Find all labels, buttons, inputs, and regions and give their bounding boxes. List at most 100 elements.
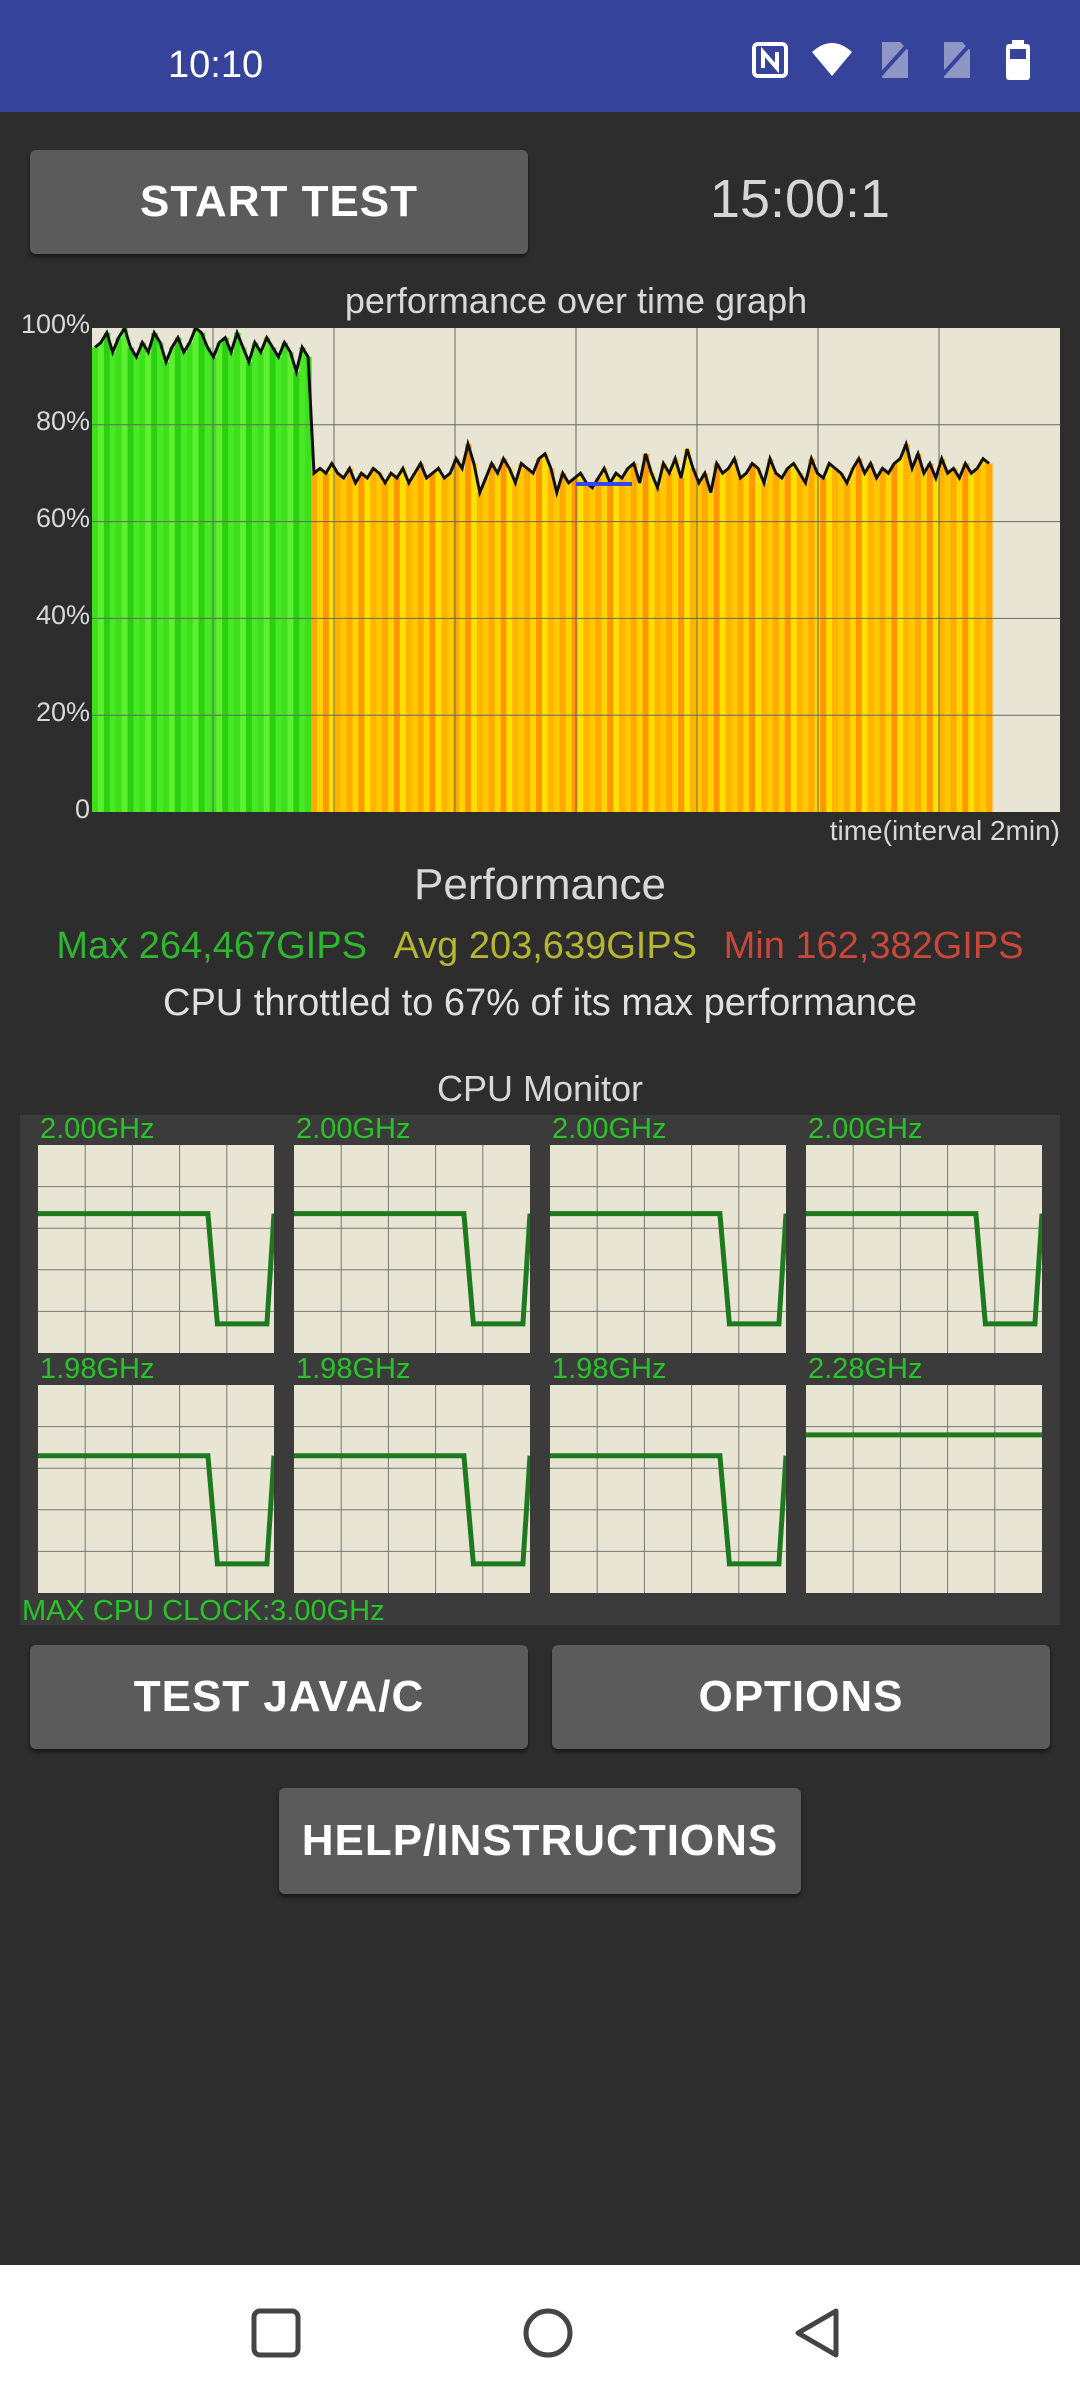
options-button[interactable]: OPTIONS (552, 1645, 1050, 1749)
performance-bar (417, 463, 425, 812)
back-icon[interactable] (790, 2305, 846, 2361)
home-icon[interactable] (520, 2305, 576, 2361)
help-instructions-button[interactable]: HELP/INSTRUCTIONS (279, 1788, 801, 1894)
performance-bar (311, 473, 318, 812)
cpu-monitor-title: CPU Monitor (436, 1068, 644, 1109)
performance-bar (761, 482, 768, 812)
recents-icon[interactable] (250, 2307, 302, 2359)
performance-bar (518, 463, 525, 812)
performance-bar (867, 463, 875, 812)
performance-bar (613, 473, 620, 812)
performance-bar (411, 473, 419, 812)
performance-bar (269, 347, 277, 812)
performance-bar (281, 342, 288, 812)
performance-bar (240, 347, 247, 812)
performance-bar (565, 482, 573, 812)
performance-bar (678, 478, 685, 812)
performance-bar (849, 468, 857, 812)
no-sim-icon (934, 38, 978, 82)
performance-chart (92, 328, 1060, 812)
performance-bar (654, 487, 662, 812)
performance-bar (293, 371, 300, 812)
performance-bar (719, 473, 727, 812)
performance-bar (690, 468, 697, 812)
status-bar: 10:10 (0, 0, 1080, 112)
performance-bar (636, 482, 644, 812)
performance-bar (820, 478, 827, 812)
performance-bar (151, 332, 158, 812)
performance-bar (838, 473, 845, 812)
performance-bar (376, 473, 383, 812)
performance-bar (530, 473, 537, 812)
performance-bar (642, 453, 650, 812)
performance-bar (334, 473, 342, 812)
performance-bar (808, 458, 815, 812)
max-cpu-clock: MAX CPU CLOCK:3.00GHz (22, 1595, 385, 1627)
performance-bar (216, 342, 223, 812)
performance-bar (743, 473, 750, 812)
performance-bar (251, 342, 259, 812)
performance-bar (542, 453, 549, 812)
performance-bar (938, 458, 946, 812)
performance-bar (903, 444, 910, 812)
performance-bar (885, 473, 892, 812)
performance-bar (476, 492, 484, 812)
test-timer: 15:00:1 (709, 169, 891, 229)
performance-stats: Max 264,467GIPS Avg 203,639GIPS Min 162,… (0, 925, 1080, 968)
nfc-icon (748, 38, 792, 82)
performance-bar (245, 361, 253, 812)
performance-bar (97, 342, 105, 812)
performance-bar (536, 458, 543, 812)
performance-bar (630, 463, 638, 812)
performance-bar (601, 468, 608, 812)
cpu-core-graph (38, 1385, 274, 1593)
performance-bar (115, 337, 123, 812)
cpu-core-frequency: 2.00GHz (552, 1113, 667, 1145)
performance-bar (968, 473, 975, 812)
performance-bar (778, 478, 786, 812)
throttle-message: CPU throttled to 67% of its max performa… (163, 982, 917, 1024)
performance-bar (174, 337, 182, 812)
performance-bar (624, 468, 632, 812)
performance-bar (92, 347, 99, 812)
performance-bar (299, 347, 306, 812)
performance-bar (459, 468, 466, 812)
performance-bar (482, 478, 490, 812)
cpu-core-frequency: 2.00GHz (40, 1113, 155, 1145)
performance-bar (168, 347, 176, 812)
cpu-core-graph (550, 1145, 786, 1353)
start-test-button[interactable]: START TEST (30, 150, 528, 254)
performance-bar (388, 473, 395, 812)
performance-bar (494, 473, 502, 812)
performance-bar (926, 463, 934, 812)
avg-performance: Avg 203,639GIPS (393, 925, 698, 967)
performance-bar (915, 453, 922, 812)
performance-bar (547, 468, 555, 812)
performance-bar (121, 328, 129, 812)
performance-bar (861, 473, 869, 812)
performance-bar (666, 473, 673, 812)
performance-bar (364, 478, 371, 812)
performance-bar (796, 473, 804, 812)
performance-bar (577, 473, 585, 812)
cpu-core-graph (294, 1145, 530, 1353)
performance-line (94, 328, 990, 499)
navigation-bar (0, 2265, 1080, 2400)
battery-icon (996, 38, 1040, 82)
cpu-core-frequency: 1.98GHz (552, 1353, 667, 1385)
cpu-core-graph (806, 1145, 1042, 1353)
performance-bar (441, 478, 448, 812)
cpu-core-frequency: 1.98GHz (296, 1353, 411, 1385)
performance-bar (139, 342, 146, 812)
performance-bar (370, 468, 377, 812)
wifi-icon (810, 38, 854, 82)
cpu-core-graph (294, 1385, 530, 1593)
performance-bar (180, 352, 188, 812)
performance-bar (790, 463, 798, 812)
performance-bar (423, 478, 431, 812)
performance-bar (695, 482, 703, 812)
performance-bar (133, 357, 140, 812)
performance-bar (873, 478, 881, 812)
test-java-c-button[interactable]: TEST JAVA/C (30, 1645, 528, 1749)
performance-bar (317, 468, 324, 812)
